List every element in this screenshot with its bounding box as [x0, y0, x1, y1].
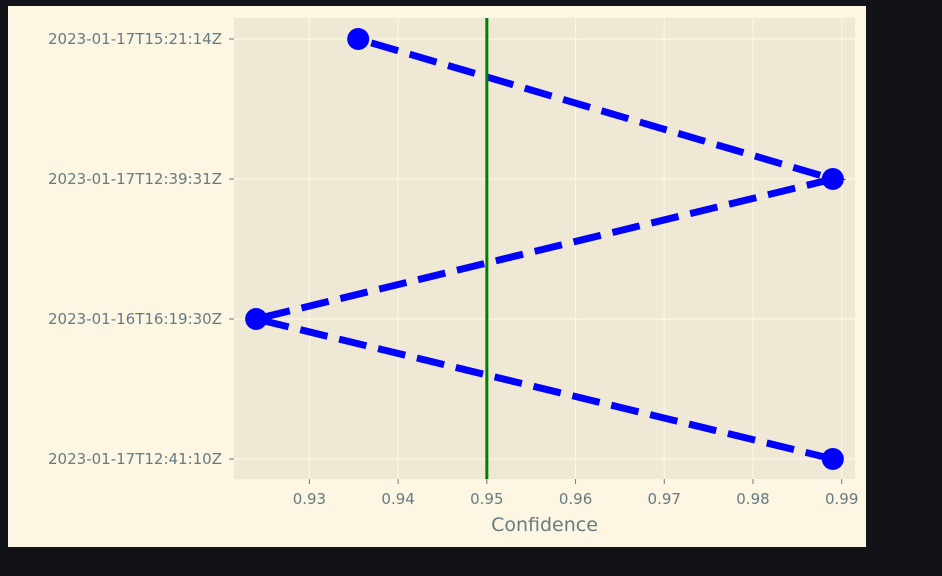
series-line — [255, 35, 847, 463]
y-tick-label: 2023-01-17T12:41:10Z — [48, 450, 222, 468]
data-point — [347, 28, 370, 50]
data-point — [821, 448, 844, 470]
x-axis-label: Confidence — [491, 514, 598, 536]
series-layer — [255, 35, 847, 463]
chart-svg: 0.93 0.94 0.95 0.96 0.97 0.98 0.99 2023-01-17T1… — [48, 18, 858, 536]
x-tick-label: 0.97 — [648, 490, 681, 508]
x-tick-label: 0.96 — [559, 490, 592, 508]
data-point — [245, 308, 268, 330]
x-tick-label: 0.93 — [293, 490, 326, 508]
y-tick-label: 2023-01-17T12:39:31Z — [48, 170, 222, 188]
axis-ticks: 0.93 0.94 0.95 0.96 0.97 0.98 0.99 2023-01-17T1… — [48, 30, 858, 508]
y-tick-label: 2023-01-16T16:19:30Z — [48, 310, 222, 328]
x-tick-label: 0.94 — [381, 490, 414, 508]
x-tick-label: 0.98 — [736, 490, 769, 508]
x-tick-label: 0.95 — [470, 490, 503, 508]
y-tick-label: 2023-01-17T15:21:14Z — [48, 30, 222, 48]
x-tick-label: 0.99 — [825, 490, 858, 508]
data-point — [821, 168, 844, 190]
chart-figure: 0.93 0.94 0.95 0.96 0.97 0.98 0.99 2023-01-17T1… — [8, 6, 866, 547]
marker-layer — [245, 28, 844, 470]
